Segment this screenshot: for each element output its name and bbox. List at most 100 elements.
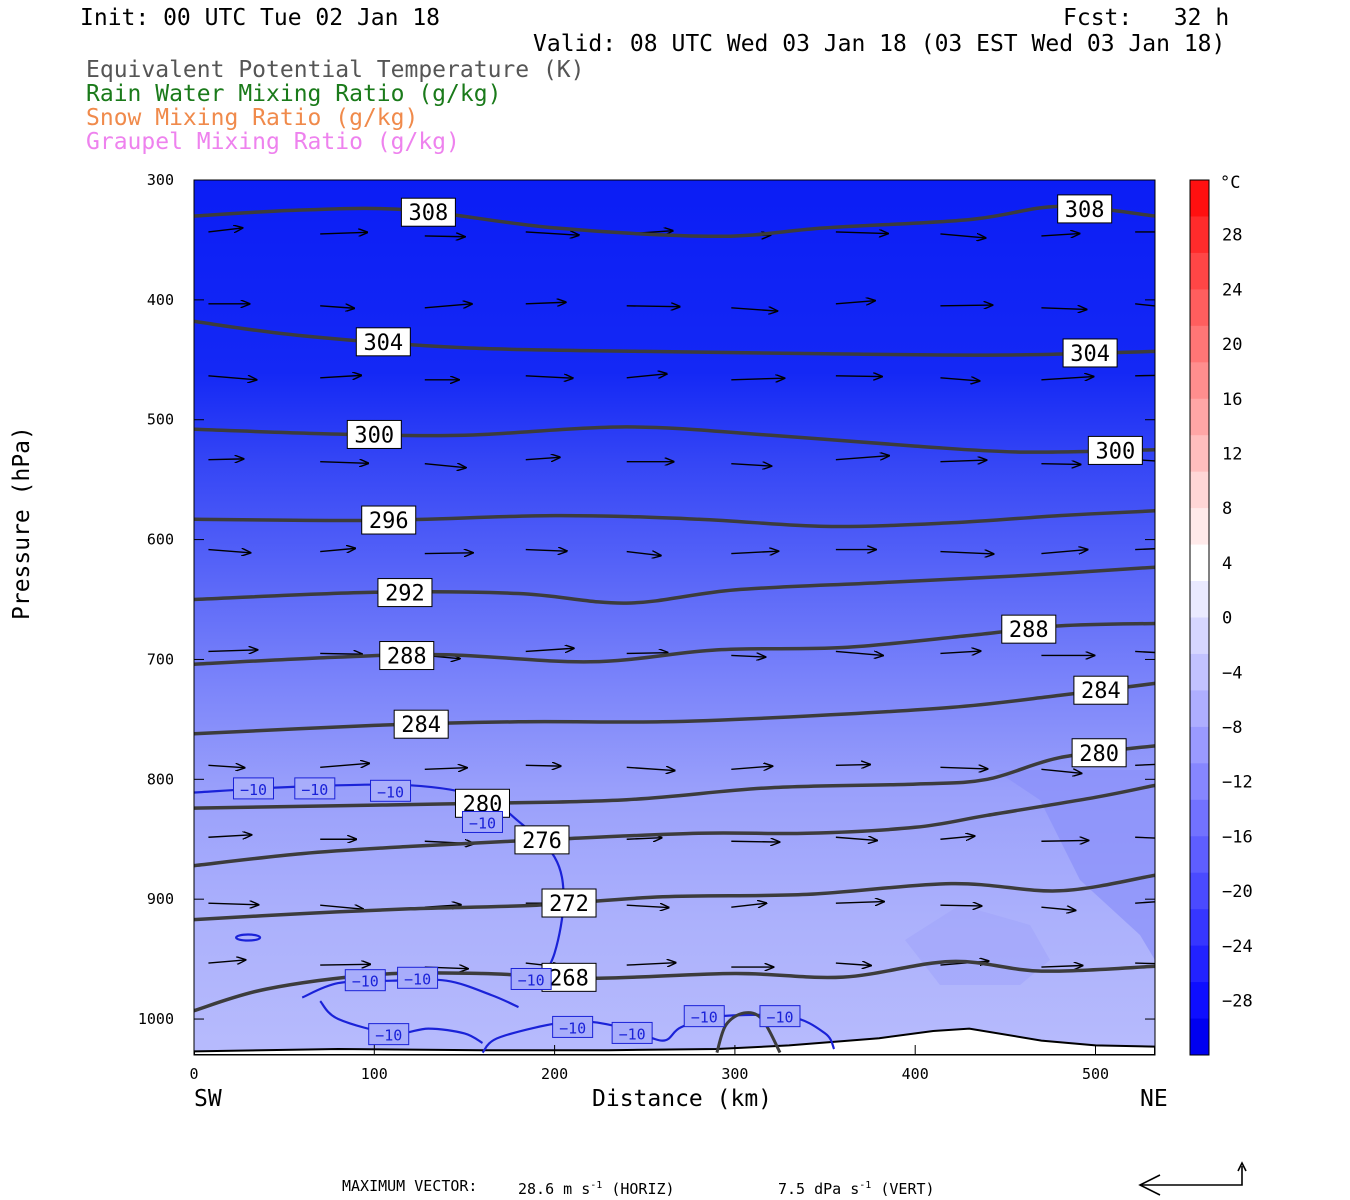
- wind-vector: [940, 552, 993, 554]
- wind-vector: [1135, 303, 1155, 307]
- theta-e-contour: [194, 681, 1155, 736]
- colorbar-swatch: [1190, 471, 1209, 509]
- valid-time: Valid: 08 UTC Wed 03 Jan 18 (03 EST Wed …: [533, 31, 1226, 57]
- wind-vector: [835, 232, 888, 234]
- x-tick-label: 0: [189, 1065, 198, 1083]
- wind-vector: [1041, 840, 1088, 841]
- wind-vector: [626, 653, 668, 654]
- theta-e-label-box: [1073, 675, 1129, 705]
- wind-vector: [525, 302, 566, 304]
- theta-e-label: 304: [363, 331, 403, 356]
- colorbar-tick-label: 28: [1222, 226, 1242, 246]
- warm-patch-right: [995, 770, 1155, 960]
- theta-e-label-box: [346, 419, 402, 449]
- colorbar-tick-label: 8: [1222, 499, 1232, 519]
- colorbar-swatch: [1190, 1018, 1209, 1056]
- wind-vector: [940, 234, 985, 238]
- wind-vector: [1041, 308, 1086, 310]
- wind-vector: [525, 648, 574, 651]
- temperature-label: −10: [766, 1009, 793, 1027]
- wind-vector: [208, 459, 243, 460]
- wind-vector: [626, 552, 661, 556]
- wind-vector: [525, 457, 560, 459]
- temperature-label-box: [344, 969, 386, 992]
- colorbar-swatch: [1190, 398, 1209, 436]
- theta-e-contour: [194, 744, 1155, 810]
- theta-e-label: 272: [549, 892, 589, 917]
- theta-e-label-box: [400, 197, 456, 227]
- temperature-label: −10: [518, 971, 545, 989]
- legend-rain-water: Rain Water Mixing Ratio (g/kg): [86, 81, 502, 107]
- temperature-label-box: [232, 777, 274, 800]
- theta-e-label: 292: [385, 582, 425, 607]
- theta-e-label: 308: [1065, 198, 1105, 223]
- wind-vector: [940, 378, 979, 381]
- wind-vector: [1135, 374, 1155, 377]
- wind-vector: [626, 306, 680, 307]
- temperature-label-box: [683, 1005, 725, 1028]
- y-tick-label: 600: [147, 531, 174, 549]
- colorbar-frame: [1189, 179, 1210, 1056]
- theta-e-label: 268: [549, 966, 589, 991]
- wind-vector: [731, 551, 778, 553]
- theta-e-label: 284: [401, 713, 441, 738]
- wind-vector: [320, 548, 355, 551]
- theta-e-label: 296: [369, 509, 409, 534]
- temperature-label-box: [611, 1021, 653, 1044]
- wind-vector: [208, 228, 242, 232]
- wind-vector: [1041, 550, 1087, 554]
- theta-e-label: 300: [354, 423, 394, 448]
- wind-vector: [940, 460, 986, 462]
- temperature-contour: [319, 1000, 484, 1044]
- colorbar-swatch: [1190, 872, 1209, 910]
- wind-vector: [626, 905, 669, 907]
- x-end-right-label: NE: [1140, 1086, 1168, 1112]
- temperature-label-box: [368, 1023, 410, 1046]
- wind-vector: [835, 902, 884, 904]
- colorbar-tick-label: 12: [1222, 445, 1242, 465]
- theta-e-contour-small: [715, 1011, 782, 1054]
- temperature-label: −10: [691, 1009, 718, 1027]
- wind-vector: [208, 765, 244, 767]
- wind-vector: [320, 763, 369, 767]
- temperature-label: −10: [469, 814, 496, 832]
- max-vector-horiz: 28.6 m s-1 (HORIZ): [518, 1180, 675, 1198]
- theta-e-label: 280: [1079, 742, 1119, 767]
- temperature-label: −10: [375, 1027, 402, 1045]
- wind-vector: [626, 838, 662, 840]
- temperature-label: −10: [240, 781, 267, 799]
- wind-vector: [320, 905, 363, 909]
- y-tick-label: 1000: [138, 1010, 174, 1028]
- x-tick-label: 200: [541, 1065, 568, 1083]
- colorbar-swatch: [1190, 763, 1209, 801]
- colorbar-tick-label: 20: [1222, 335, 1242, 355]
- theta-e-label-box: [377, 578, 433, 608]
- max-vector-label: MAXIMUM VECTOR:: [342, 1177, 478, 1195]
- wind-vector: [731, 464, 771, 466]
- wind-vector: [835, 456, 889, 461]
- temperature-label: −10: [559, 1019, 586, 1037]
- x-tick-label: 500: [1082, 1065, 1109, 1083]
- wind-vector: [424, 464, 466, 468]
- wind-vector: [835, 301, 875, 304]
- colorbar-swatch: [1190, 325, 1209, 363]
- wind-vector: [1041, 966, 1082, 968]
- wind-vector: [731, 766, 772, 769]
- wind-vector: [320, 232, 367, 234]
- wind-vector: [940, 767, 987, 769]
- wind-vector: [525, 232, 579, 235]
- wind-vector: [1041, 234, 1079, 236]
- wind-vector: [320, 653, 362, 654]
- wind-vector: [525, 765, 561, 766]
- temperature-contour-loop: [234, 933, 262, 942]
- wind-vector: [731, 378, 784, 380]
- colorbar-swatch: [1190, 180, 1209, 217]
- temperature-label: −10: [301, 781, 328, 799]
- wind-vector: [1135, 962, 1155, 965]
- temperature-label-box: [397, 966, 439, 989]
- colorbar-swatch: [1190, 690, 1209, 728]
- theta-e-label: 288: [1009, 618, 1049, 643]
- colorbar-swatch: [1190, 252, 1209, 290]
- wind-vector: [731, 308, 777, 311]
